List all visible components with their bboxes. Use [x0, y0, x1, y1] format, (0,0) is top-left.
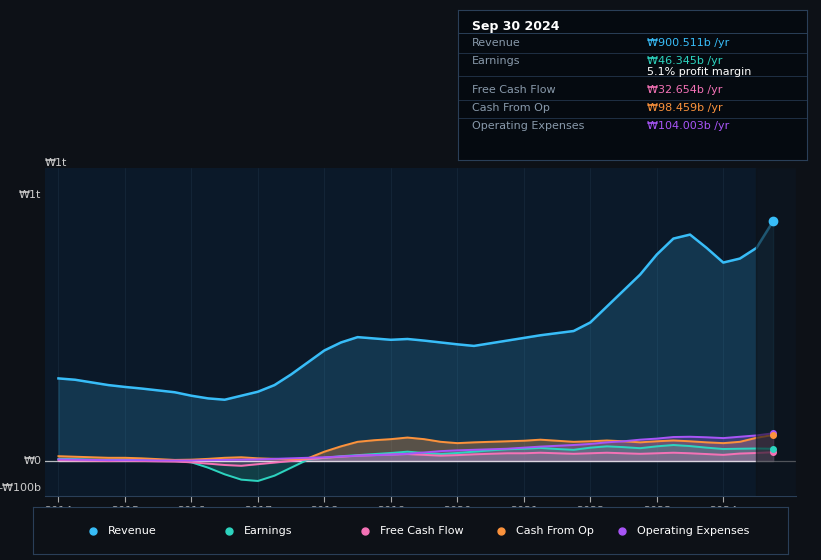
Text: -₩100b: -₩100b	[0, 483, 41, 493]
Text: ₩32.654b /yr: ₩32.654b /yr	[647, 85, 722, 95]
Text: Cash From Op: Cash From Op	[472, 102, 550, 113]
Text: ₩98.459b /yr: ₩98.459b /yr	[647, 102, 722, 113]
Bar	[756, 168, 796, 496]
Text: ₩104.003b /yr: ₩104.003b /yr	[647, 120, 729, 130]
Text: Free Cash Flow: Free Cash Flow	[380, 526, 464, 535]
Text: 5.1% profit margin: 5.1% profit margin	[647, 67, 751, 77]
Text: ₩900.511b /yr: ₩900.511b /yr	[647, 38, 729, 48]
Text: Revenue: Revenue	[108, 526, 157, 535]
Text: Sep 30 2024: Sep 30 2024	[472, 20, 560, 33]
Text: Revenue: Revenue	[472, 38, 521, 48]
Text: ₩1t: ₩1t	[19, 190, 41, 199]
Text: Free Cash Flow: Free Cash Flow	[472, 85, 556, 95]
Text: Operating Expenses: Operating Expenses	[472, 120, 585, 130]
Text: ₩0: ₩0	[24, 456, 41, 466]
Text: Operating Expenses: Operating Expenses	[637, 526, 750, 535]
Text: ₩46.345b /yr: ₩46.345b /yr	[647, 56, 722, 66]
Text: Earnings: Earnings	[472, 56, 521, 66]
Text: Cash From Op: Cash From Op	[516, 526, 594, 535]
Text: ₩1t: ₩1t	[45, 158, 67, 168]
Text: Earnings: Earnings	[245, 526, 293, 535]
